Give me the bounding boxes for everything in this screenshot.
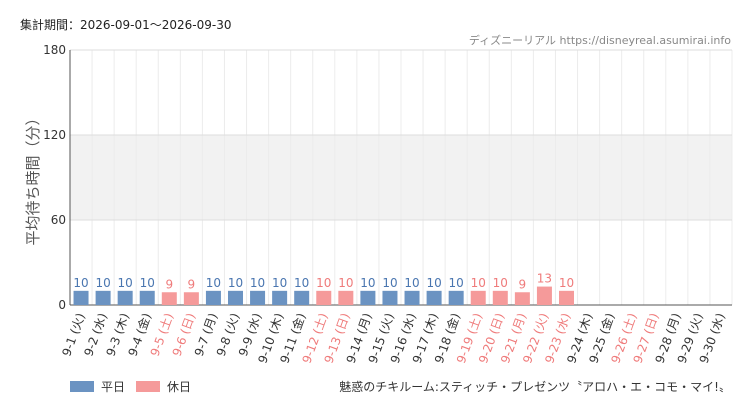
bar — [161, 292, 177, 305]
bar-value-label: 10 — [426, 276, 441, 290]
bar-value-label: 10 — [316, 276, 331, 290]
bar-value-label: 10 — [250, 276, 265, 290]
y-tick-labels: 0 60 120 180 — [43, 43, 66, 312]
y-tick-label: 0 — [58, 298, 66, 312]
bar — [514, 292, 530, 305]
bar — [250, 290, 266, 305]
site-credit: ディズニーリアル https://disneyreal.asumirai.inf… — [468, 34, 731, 47]
bar-value-label: 10 — [228, 276, 243, 290]
bars — [73, 286, 574, 305]
attraction-name: 魅惑のチキルーム:スティッチ・プレゼンツ〝アロハ・エ・コモ・マイ!〟 — [339, 380, 731, 394]
bar-value-label: 13 — [537, 272, 552, 286]
bar — [73, 290, 89, 305]
bar-value-label: 10 — [73, 276, 88, 290]
y-tick-label: 60 — [51, 213, 66, 227]
bar-value-label: 10 — [294, 276, 309, 290]
bar — [228, 290, 243, 305]
y-tick-label: 120 — [43, 128, 66, 142]
bar-value-label: 10 — [206, 276, 221, 290]
bar — [559, 290, 574, 305]
bar-value-label: 10 — [449, 276, 464, 290]
legend-holiday-label: 休日 — [167, 380, 192, 394]
bar-value-label: 10 — [118, 276, 133, 290]
bar-value-label: 9 — [165, 277, 173, 291]
bar — [316, 290, 332, 305]
bar — [183, 292, 199, 305]
bar — [338, 290, 354, 305]
bar — [404, 290, 420, 305]
bar-value-label: 10 — [404, 276, 419, 290]
bar — [117, 290, 133, 305]
bar — [95, 290, 111, 305]
bar — [139, 290, 155, 305]
bar-value-label: 10 — [338, 276, 353, 290]
bar-value-label: 10 — [95, 276, 110, 290]
bar-value-label: 10 — [471, 276, 486, 290]
bar — [272, 290, 288, 305]
bar — [294, 290, 310, 305]
bar-value-label: 10 — [382, 276, 397, 290]
bar — [536, 286, 552, 305]
bar — [492, 290, 508, 305]
y-tick-label: 180 — [43, 43, 66, 57]
bar — [382, 290, 398, 305]
bar — [205, 290, 221, 305]
bar-value-label: 10 — [493, 276, 508, 290]
bar — [360, 290, 376, 305]
x-tick-labels: 9-1 (火)9-2 (水)9-3 (木)9-4 (金)9-5 (土)9-6 (… — [59, 311, 727, 365]
value-labels: 10 10 10 10 9 9 10 10 10 10 10 10 10 10 10 10 10 10 10 10 9 1… — [73, 272, 574, 292]
bar-value-label: 10 — [140, 276, 155, 290]
bar — [448, 290, 464, 305]
bar-value-label: 10 — [272, 276, 287, 290]
legend-weekday-swatch — [70, 381, 94, 392]
bar-value-label: 10 — [360, 276, 375, 290]
bar — [470, 290, 486, 305]
bar — [426, 290, 442, 305]
bar-value-label: 10 — [559, 276, 574, 290]
y-axis-label: 平均待ち時間（分） — [24, 110, 42, 245]
legend-weekday-label: 平日 — [101, 380, 126, 394]
bar-value-label: 9 — [519, 277, 527, 291]
legend-holiday-swatch — [136, 381, 160, 392]
period-label: 集計期間：2026-09-01～2026-09-30 — [20, 18, 232, 32]
gridlines — [69, 49, 733, 306]
legend-holiday: 休日 — [136, 378, 191, 395]
bar-value-label: 9 — [188, 277, 196, 291]
legend-weekday: 平日 — [70, 378, 125, 395]
